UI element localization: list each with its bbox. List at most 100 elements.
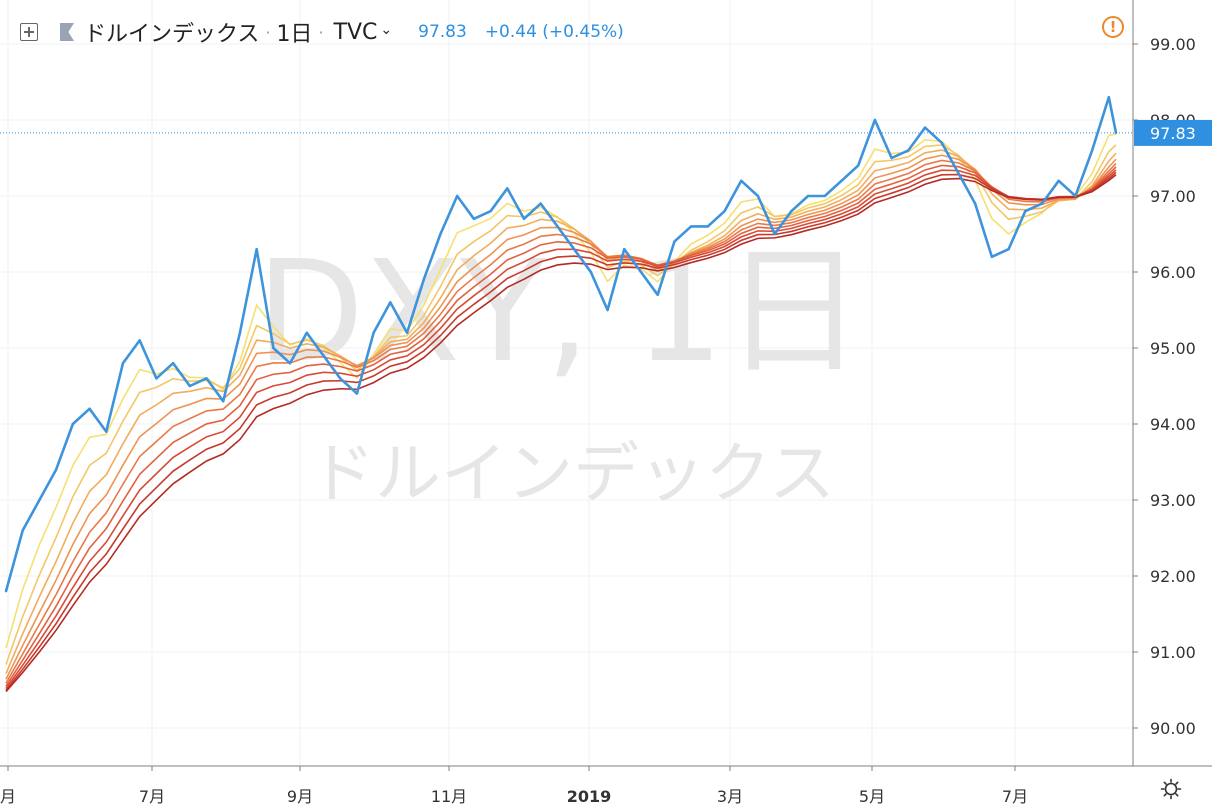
data-point (940, 141, 943, 144)
data-point (4, 590, 8, 593)
y-tick-label: 90.00 (1150, 719, 1196, 738)
x-tick-label: 2019 (567, 787, 612, 806)
data-point (1074, 194, 1077, 198)
data-point (322, 354, 325, 357)
data-point (489, 210, 492, 213)
data-point (656, 293, 659, 296)
data-point (522, 217, 526, 220)
data-point (756, 194, 760, 198)
y-tick-label: 91.00 (1150, 643, 1196, 662)
y-tick-label: 97.00 (1150, 187, 1196, 206)
data-point (338, 377, 342, 380)
data-point (355, 392, 359, 395)
data-point (856, 164, 860, 167)
x-tick-label: 9月 (287, 787, 313, 806)
data-point (205, 377, 208, 380)
data-point (1040, 202, 1044, 205)
data-point (1057, 179, 1060, 182)
last-price-tag (1134, 119, 1212, 146)
y-tick-label: 95.00 (1150, 339, 1196, 358)
data-point (572, 248, 576, 251)
separator-dot: · (265, 22, 271, 42)
chevron-down-icon[interactable]: ⌄ (380, 22, 393, 38)
data-point (673, 240, 676, 243)
source-label[interactable]: TVC (333, 19, 378, 45)
data-point (372, 331, 375, 334)
data-point (255, 248, 258, 251)
x-tick-label: 5月 (859, 787, 885, 806)
chart-grid (0, 0, 1133, 766)
ma-line (5, 144, 1117, 665)
price-change-value: +0.44 (+0.45%) (484, 22, 624, 42)
x-tick-label: 11月 (431, 787, 467, 806)
data-point (88, 407, 91, 410)
data-point (506, 187, 509, 190)
data-point (623, 248, 626, 251)
data-point (54, 468, 58, 471)
y-tick-label: 92.00 (1150, 567, 1196, 586)
price-axis[interactable]: 90.00 91.00 92.00 93.00 94.00 95.00 96.00 97.00… (0, 0, 1212, 767)
separator-dot: · (318, 22, 324, 42)
x-tick-label: 月 (0, 787, 16, 806)
data-point (71, 422, 75, 426)
data-point (823, 194, 826, 198)
last-price-value: 97.83 (418, 22, 467, 42)
data-point (138, 339, 141, 342)
data-point (38, 498, 41, 502)
data-point (272, 346, 275, 350)
y-tick-label: 99.00 (1150, 35, 1196, 54)
data-point (238, 331, 242, 334)
flag-icon[interactable] (60, 23, 74, 41)
data-point (539, 202, 542, 205)
data-point (121, 362, 125, 365)
data-point (405, 331, 409, 334)
y-tick-label: 96.00 (1150, 263, 1196, 282)
gear-icon[interactable] (1160, 778, 1182, 800)
ma-line (5, 154, 1117, 680)
data-point (556, 225, 559, 228)
ma-line (5, 164, 1117, 687)
interval-label[interactable]: 1日 (276, 22, 313, 47)
data-point (907, 149, 910, 152)
data-point (773, 232, 776, 236)
x-tick-label: 7月 (1002, 787, 1028, 806)
data-point (873, 118, 877, 122)
y-tick-label: 93.00 (1150, 491, 1196, 510)
data-point (305, 331, 308, 334)
data-point (439, 232, 442, 236)
data-point (740, 179, 743, 182)
data-point (472, 217, 476, 220)
data-point (155, 377, 158, 380)
data-point (389, 301, 392, 304)
expand-icon[interactable] (20, 23, 38, 41)
data-point (706, 225, 710, 228)
price-line (4, 95, 1118, 592)
price-series[interactable] (4, 95, 1118, 593)
last-price-label: 97.83 (1150, 124, 1196, 143)
data-point (790, 210, 793, 213)
data-point (890, 156, 893, 160)
data-point (1107, 96, 1111, 99)
data-point (288, 362, 292, 365)
x-tick-label: 3月 (717, 787, 743, 806)
data-point (188, 384, 192, 388)
data-point (606, 308, 609, 312)
data-point (589, 270, 593, 274)
data-point (1024, 210, 1027, 213)
ma-line (5, 149, 1117, 674)
data-point (806, 194, 810, 198)
data-point (21, 529, 24, 532)
ma-line (5, 171, 1117, 691)
alert-icon[interactable]: ! (1102, 16, 1124, 38)
data-point (222, 400, 225, 403)
chart-header: ドルインデックス · 1日 · TVC ⌄ 97.83 +0.44 (+0.45… (0, 12, 624, 52)
symbol-name[interactable]: ドルインデックス (84, 22, 260, 47)
data-point (840, 179, 843, 182)
data-point (1090, 149, 1094, 152)
data-point (723, 210, 726, 213)
data-point (689, 225, 693, 228)
data-point (171, 362, 175, 365)
time-axis[interactable]: 月 7月 9月 11月 2019 3月 5月 7月 (0, 766, 1028, 806)
data-point (973, 202, 977, 205)
